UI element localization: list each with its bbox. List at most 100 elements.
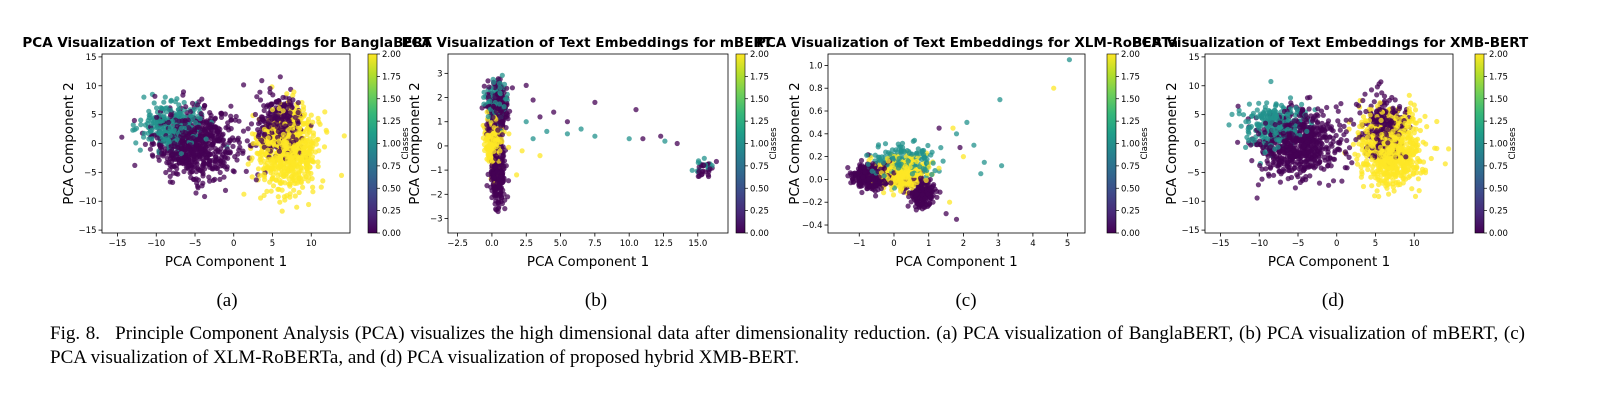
data-point-class-0: [256, 121, 262, 127]
data-point-class-0: [914, 191, 920, 197]
chart-panel-2: PCA Visualization of Text Embeddings for…: [402, 35, 779, 311]
colorbar-tick-label: 0.00: [750, 229, 769, 239]
data-point-class-1: [162, 137, 168, 143]
data-point-class-2: [284, 91, 290, 97]
data-point-class-0: [236, 147, 242, 153]
data-point-class-0: [953, 216, 960, 222]
data-point-class-2: [268, 188, 274, 194]
data-point-class-0: [119, 134, 125, 140]
data-point-class-0: [150, 153, 156, 159]
data-point-class-2: [294, 204, 300, 210]
data-point-class-2: [291, 145, 297, 151]
colorbar-tick-label: 1.25: [750, 117, 769, 127]
data-point-class-2: [302, 144, 308, 150]
data-point-class-1: [487, 98, 493, 104]
scatter-points: [119, 74, 347, 214]
data-point-class-0: [498, 173, 504, 180]
data-point-class-2: [316, 148, 322, 154]
data-point-class-0: [859, 189, 865, 196]
colorbar-tick-label: 1.50: [382, 95, 401, 105]
data-point-class-0: [180, 92, 186, 98]
colorbar: [367, 53, 378, 234]
data-point-class-0: [497, 163, 503, 169]
data-point-class-2: [1376, 193, 1382, 200]
data-point-class-0: [498, 109, 504, 115]
chart-title: PCA Visualization of Text Embeddings for…: [402, 35, 774, 51]
data-point-class-0: [245, 126, 251, 132]
colorbar-tick-label: 1.75: [750, 72, 769, 82]
data-point-class-0: [198, 111, 204, 117]
data-point-class-0: [268, 114, 274, 121]
data-point-class-0: [179, 137, 185, 143]
data-point-class-0: [170, 170, 176, 176]
data-point-class-0: [154, 114, 160, 120]
data-point-class-0: [500, 154, 506, 160]
data-point-class-0: [275, 124, 281, 130]
x-tick-label: 10: [306, 239, 317, 249]
data-point-class-0: [203, 144, 209, 150]
data-point-class-0: [701, 162, 707, 168]
data-point-class-0: [200, 152, 206, 158]
data-point-class-0: [292, 114, 298, 120]
data-point-class-0: [855, 170, 861, 176]
data-point-class-2: [280, 131, 286, 137]
chart-title: PCA Visualization of Text Embeddings for…: [756, 35, 1178, 51]
data-point-class-2: [299, 165, 305, 171]
data-point-class-0: [241, 82, 247, 88]
data-point-class-1: [162, 94, 168, 100]
y-axis-label: PCA Component 2: [61, 82, 77, 204]
y-tick-label: −10: [79, 197, 97, 207]
data-point-class-1: [938, 145, 944, 151]
data-point-class-0: [206, 174, 212, 180]
data-point-class-2: [302, 111, 308, 117]
data-point-class-0: [181, 154, 187, 160]
data-point-class-2: [286, 181, 292, 187]
data-point-class-1: [896, 155, 903, 162]
data-point-class-0: [860, 174, 866, 180]
data-point-class-0: [179, 118, 185, 124]
data-point-class-0: [564, 119, 571, 125]
data-point-class-0: [878, 185, 884, 192]
data-point-class-1: [1256, 100, 1262, 106]
data-point-class-2: [271, 166, 277, 172]
data-point-class-1: [501, 81, 508, 87]
data-point-class-0: [194, 161, 200, 167]
data-point-class-0: [267, 89, 273, 95]
data-point-class-1: [899, 140, 906, 146]
data-point-class-0: [288, 102, 294, 108]
data-point-class-2: [519, 148, 525, 154]
data-point-class-0: [493, 109, 499, 115]
data-point-class-0: [183, 159, 189, 166]
data-point-class-0: [225, 124, 231, 130]
data-point-class-0: [165, 119, 171, 126]
data-point-class-0: [230, 135, 236, 141]
data-point-class-1: [885, 150, 892, 156]
data-point-class-0: [218, 146, 224, 152]
data-point-class-1: [499, 72, 505, 78]
data-point-class-0: [485, 78, 491, 84]
data-point-class-0: [198, 145, 204, 151]
data-point-class-1: [880, 160, 887, 166]
x-tick-label: 1: [926, 239, 931, 249]
data-point-class-1: [906, 150, 912, 156]
data-point-class-2: [301, 148, 307, 154]
x-tick-label: 12.5: [654, 239, 673, 249]
data-point-class-2: [506, 144, 512, 150]
colorbar-tick-label: 1.50: [1121, 95, 1140, 105]
y-tick-label: 0: [91, 140, 96, 150]
data-point-class-1: [496, 101, 503, 107]
x-tick-label: 0: [231, 239, 236, 249]
data-point-class-2: [323, 127, 329, 133]
x-tick-label: 15.0: [688, 239, 707, 249]
data-point-class-1: [166, 128, 172, 134]
data-point-class-2: [281, 194, 287, 200]
data-point-class-0: [633, 107, 639, 113]
data-point-class-0: [178, 146, 184, 152]
data-point-class-1: [978, 171, 984, 177]
data-point-class-1: [940, 158, 946, 164]
data-point-class-1: [626, 136, 632, 142]
data-point-class-0: [185, 125, 192, 131]
data-point-class-0: [266, 124, 272, 130]
plot-frame: [447, 53, 729, 234]
data-point-class-0: [862, 169, 868, 175]
